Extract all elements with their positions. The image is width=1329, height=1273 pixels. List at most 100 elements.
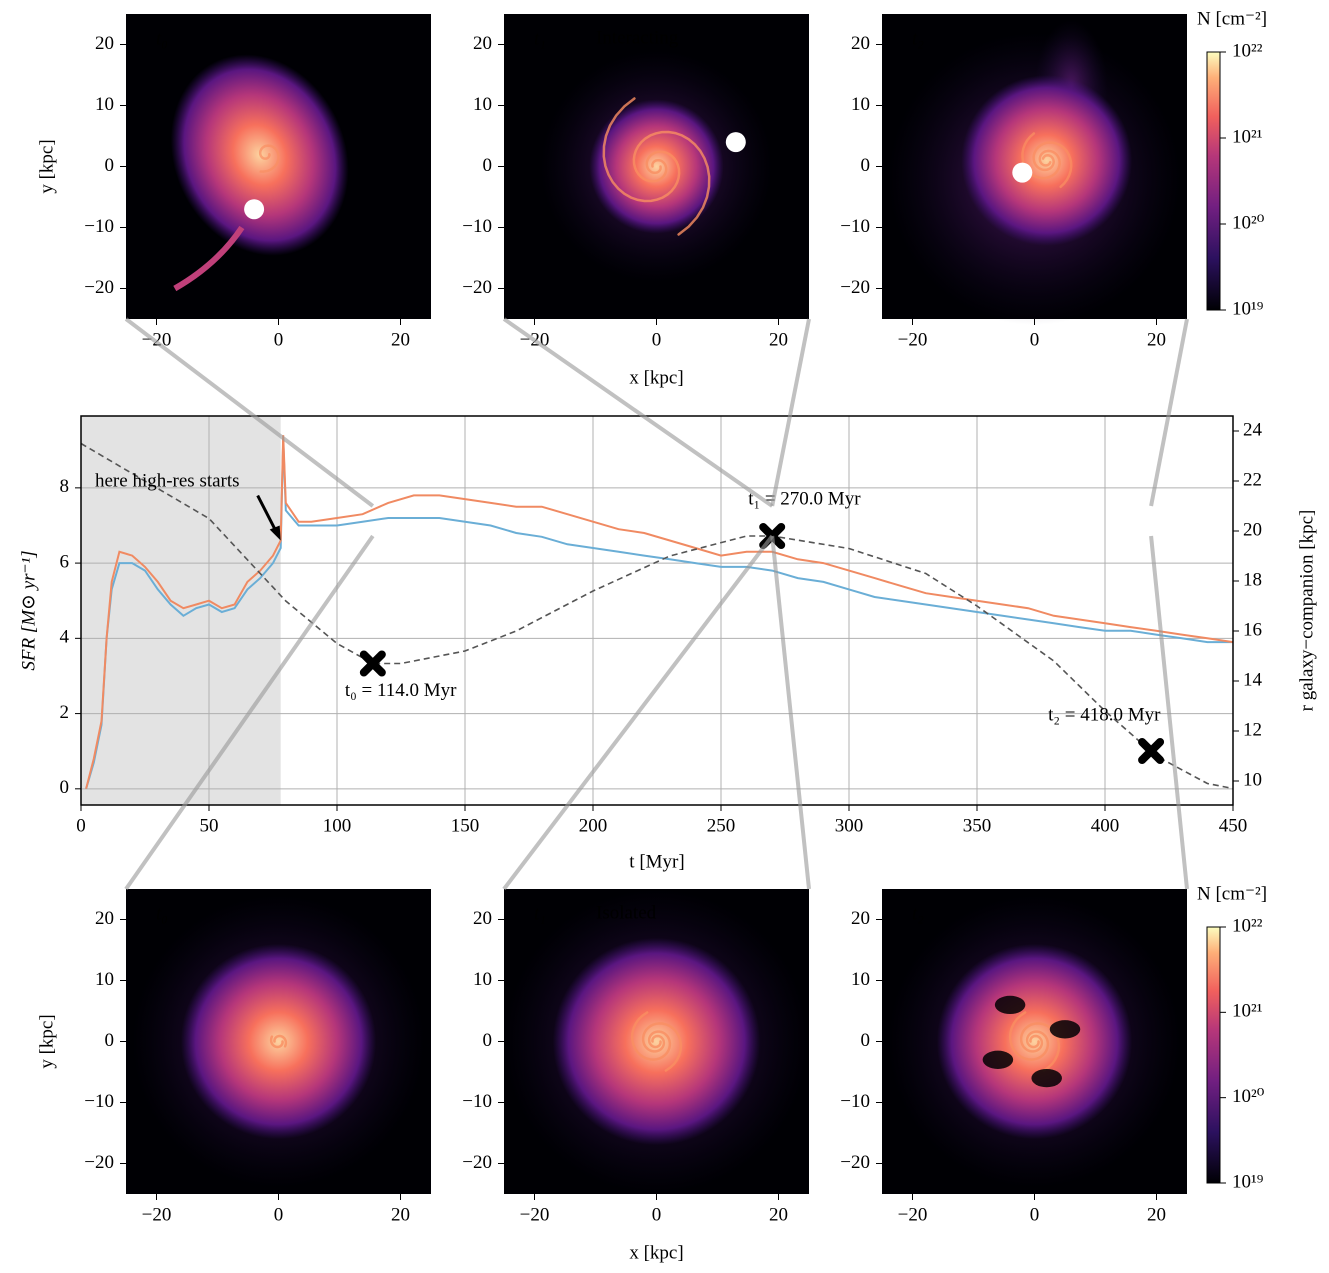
colorbar-label: N [cm⁻²] bbox=[1197, 8, 1267, 29]
y2-tick-label: 18 bbox=[1243, 569, 1262, 590]
panel-label: t₀ bbox=[156, 903, 168, 924]
spiral-arm bbox=[273, 1034, 288, 1048]
colorbar-fill bbox=[1206, 926, 1221, 1184]
x-tick-label: 50 bbox=[200, 815, 219, 836]
colorbar-tick-label: 10¹⁹ bbox=[1232, 298, 1264, 319]
y-tick-label: −10 bbox=[840, 1091, 870, 1112]
gas-disk bbox=[936, 943, 1133, 1140]
y-tick-label: 20 bbox=[851, 908, 870, 929]
x-tick-label: 200 bbox=[579, 815, 608, 836]
gas-disk bbox=[180, 943, 377, 1140]
density-map bbox=[888, 20, 1181, 326]
plot-frame bbox=[80, 415, 1234, 806]
x-tick-label: 20 bbox=[1147, 329, 1166, 350]
density-map bbox=[170, 54, 349, 292]
y-axis-label: SFR [M⊙ yr⁻¹] bbox=[18, 550, 39, 670]
density-map bbox=[540, 50, 773, 283]
y-tick-label: −20 bbox=[462, 277, 492, 298]
y-tick-label: 20 bbox=[473, 908, 492, 929]
y-tick-label: −10 bbox=[840, 216, 870, 237]
panel-label: t₂ bbox=[912, 903, 924, 924]
y-tick-label: 20 bbox=[851, 33, 870, 54]
time-marker bbox=[359, 650, 386, 677]
panel-title: Interacting bbox=[596, 27, 679, 48]
x-tick-label: 400 bbox=[1091, 815, 1120, 836]
spiral-arm bbox=[602, 97, 681, 203]
marker-label: t₀ = 114.0 Myr bbox=[345, 680, 457, 701]
panel-title: Isolated bbox=[596, 902, 657, 923]
y-tick-label: 10 bbox=[851, 969, 870, 990]
annotation-arrowhead bbox=[269, 525, 281, 541]
y-tick-label: −10 bbox=[462, 216, 492, 237]
map-panel: −20 0 20 −20 −10 0 10 20 t₂ bbox=[840, 889, 1187, 1225]
x-tick-label: −20 bbox=[898, 1204, 928, 1225]
panel-label: t₁ bbox=[534, 28, 546, 49]
x-tick-label: 0 bbox=[76, 815, 86, 836]
y-tick-label: 4 bbox=[60, 627, 70, 648]
x-tick-label: −20 bbox=[142, 1204, 172, 1225]
x-tick-label: 20 bbox=[769, 1204, 788, 1225]
x-tick-label: 0 bbox=[1030, 329, 1040, 350]
y2-tick-label: 14 bbox=[1243, 669, 1263, 690]
x-tick-label: 300 bbox=[835, 815, 864, 836]
y-tick-label: 0 bbox=[105, 1030, 115, 1051]
y-tick-label: −10 bbox=[84, 216, 114, 237]
zoom-connector bbox=[770, 535, 811, 890]
gas-hole bbox=[982, 1050, 1014, 1069]
map-panel: −20 0 20 −20 −10 0 10 20 t₁ Isolated x [kpc] bbox=[462, 889, 809, 1263]
y-tick-label: 0 bbox=[60, 777, 70, 798]
y-tick-label: 10 bbox=[95, 94, 114, 115]
y2-tick-label: 12 bbox=[1243, 719, 1262, 740]
y-tick-label: 0 bbox=[105, 155, 115, 176]
zoom-connector bbox=[502, 317, 774, 508]
y-tick-label: 10 bbox=[851, 94, 870, 115]
y2-tick-label: 20 bbox=[1243, 519, 1262, 540]
y-tick-label: 0 bbox=[861, 1030, 871, 1051]
annotation-text: here high-res starts bbox=[95, 470, 240, 491]
colorbar-tick-label: 10¹⁹ bbox=[1232, 1171, 1264, 1192]
y-tick-label: −20 bbox=[84, 277, 114, 298]
y-tick-label: −20 bbox=[84, 1152, 114, 1173]
spiral-arm bbox=[258, 144, 280, 173]
x-axis-label: t [Myr] bbox=[629, 851, 684, 872]
gas-disk bbox=[589, 99, 724, 234]
map-panel: −20 0 20 −20 −10 0 10 20 t₂ bbox=[840, 14, 1187, 350]
high-res-shade bbox=[81, 416, 281, 805]
spiral-arm bbox=[269, 1035, 284, 1049]
x-tick-label: 150 bbox=[451, 815, 480, 836]
colorbar-tick-label: 10²¹ bbox=[1232, 1001, 1263, 1022]
x-tick-label: 0 bbox=[652, 329, 662, 350]
y-axis-label: y [kpc] bbox=[36, 1014, 57, 1068]
colorbar-tick-label: 10²¹ bbox=[1232, 126, 1263, 147]
density-map bbox=[888, 895, 1181, 1188]
tidal-tail bbox=[173, 225, 245, 292]
companion bbox=[1012, 162, 1033, 183]
x-tick-label: 450 bbox=[1219, 815, 1248, 836]
gas-disk bbox=[961, 74, 1133, 246]
x-tick-label: 20 bbox=[391, 1204, 410, 1225]
x-tick-label: 350 bbox=[963, 815, 992, 836]
gas-hole bbox=[1049, 1020, 1081, 1039]
y-tick-label: 0 bbox=[483, 155, 493, 176]
colorbar-tick-label: 10²⁰ bbox=[1232, 1086, 1265, 1107]
y-tick-label: 20 bbox=[95, 33, 114, 54]
y-tick-label: −20 bbox=[840, 1152, 870, 1173]
colorbar-tick-label: 10²⁰ bbox=[1232, 212, 1265, 233]
y-tick-label: 0 bbox=[483, 1030, 493, 1051]
x-tick-label: 0 bbox=[652, 1204, 662, 1225]
main-axes: 0 50 100 150 200 250 300 350 400 4500246810121416… bbox=[18, 415, 1317, 872]
spiral-arm bbox=[630, 1011, 672, 1061]
time-marker bbox=[1138, 738, 1165, 764]
x-tick-label: 20 bbox=[1147, 1204, 1166, 1225]
spiral-arm bbox=[641, 1022, 683, 1072]
x-tick-label: 20 bbox=[391, 329, 410, 350]
y2-tick-label: 16 bbox=[1243, 619, 1262, 640]
y-tick-label: −10 bbox=[462, 1091, 492, 1112]
y-tick-label: 8 bbox=[60, 476, 70, 497]
panel-label: t₀ bbox=[156, 28, 168, 49]
